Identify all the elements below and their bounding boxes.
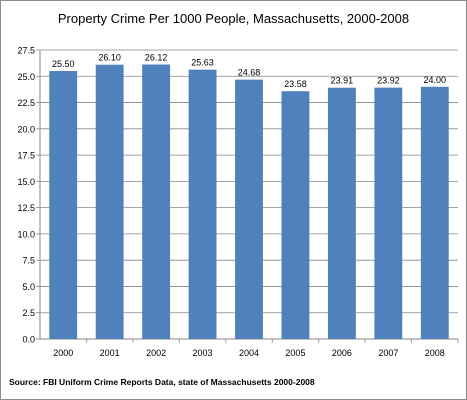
y-tick-label: 7.5 [22,256,35,266]
data-label: 24.68 [238,68,261,78]
data-label: 26.12 [145,53,168,63]
chart-title: Property Crime Per 1000 People, Massachu… [57,11,410,26]
data-label: 25.50 [52,59,75,69]
data-label: 24.00 [424,75,447,85]
x-tick-label: 2002 [146,348,166,358]
data-label: 23.58 [284,79,307,89]
x-tick-label: 2006 [332,348,352,358]
y-tick-label: 27.5 [17,46,35,56]
y-tick-label: 2.5 [22,308,35,318]
data-label: 23.92 [377,76,400,86]
bar [188,69,217,339]
bar [49,71,78,339]
y-tick-label: 10.0 [17,229,35,239]
x-tick-label: 2000 [53,348,73,358]
x-tick-label: 2007 [378,348,398,358]
y-tick-label: 20.0 [17,124,35,134]
y-tick-label: 0.0 [22,335,35,345]
data-label: 23.91 [331,76,354,86]
source-note: Source: FBI Uniform Crime Reports Data, … [9,377,315,387]
data-label: 25.63 [191,58,214,68]
bar [235,79,263,340]
bar [327,87,356,340]
y-tick-label: 17.5 [17,151,35,161]
y-tick-label: 25.0 [17,72,35,82]
y-tick-label: 12.5 [17,203,35,213]
x-tick-label: 2008 [425,348,445,358]
bar [281,91,310,339]
bar [142,64,171,339]
x-tick-label: 2004 [239,348,259,358]
x-tick-label: 2003 [193,348,213,358]
data-label: 26.10 [98,53,121,63]
x-tick-label: 2005 [285,348,305,358]
bar [95,64,124,340]
x-tick-label: 2001 [100,348,120,358]
y-tick-label: 22.5 [17,98,35,108]
bar [374,87,403,339]
bar [420,86,449,339]
y-tick-label: 5.0 [22,282,35,292]
y-tick-label: 15.0 [17,177,35,187]
